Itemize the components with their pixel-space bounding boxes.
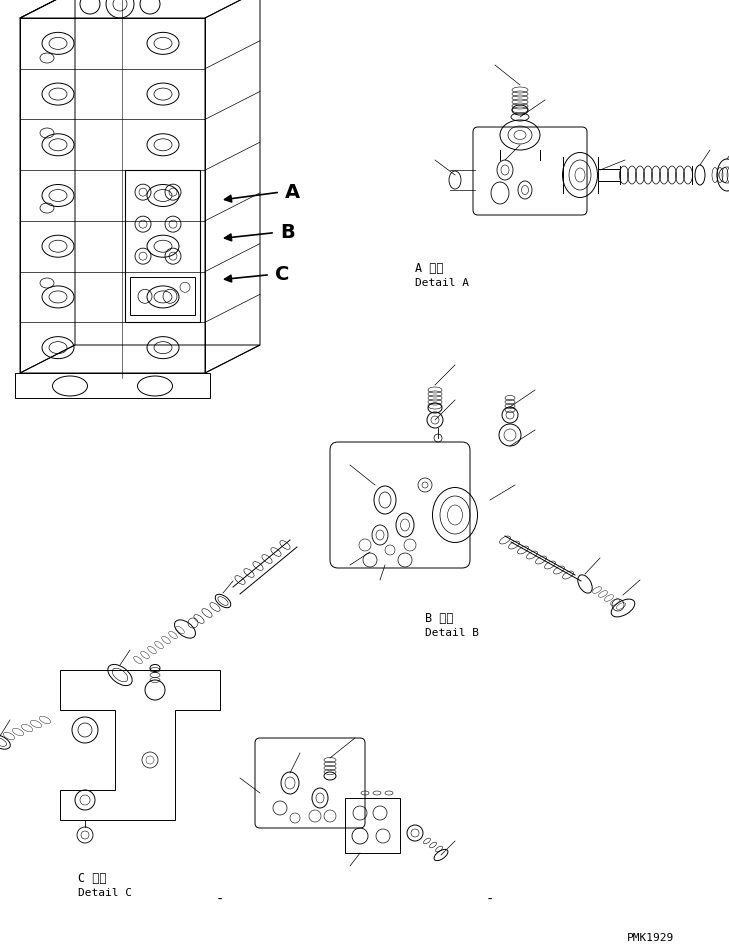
Text: A 詳細: A 詳細 [415,261,443,275]
Text: C 詳細: C 詳細 [78,871,106,884]
Text: B 詳細: B 詳細 [425,612,453,624]
Text: Detail C: Detail C [78,888,132,898]
Text: -: - [486,893,494,907]
Text: B: B [280,223,295,242]
Text: Detail B: Detail B [425,628,479,638]
Text: C: C [275,265,289,284]
Text: -: - [216,893,225,907]
Text: Detail A: Detail A [415,278,469,288]
Text: A: A [285,182,300,201]
Text: PMK1929: PMK1929 [627,933,674,943]
